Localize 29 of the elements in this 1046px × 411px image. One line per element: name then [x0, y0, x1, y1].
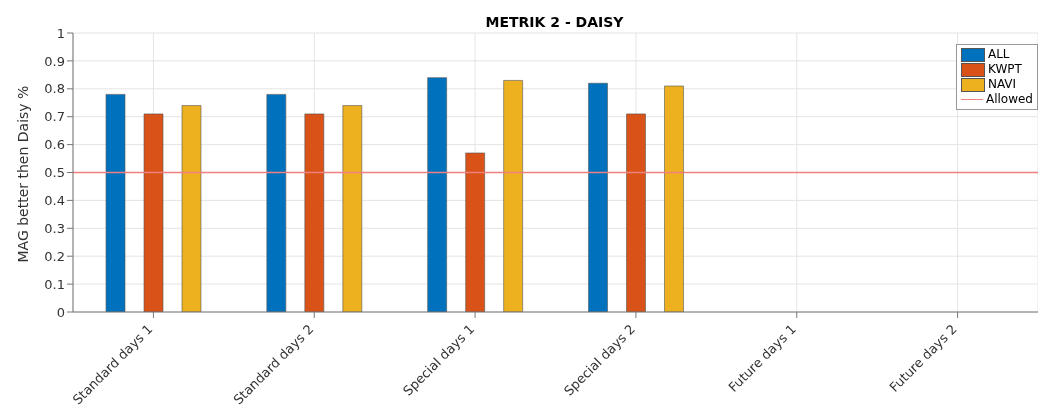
bar: [266, 94, 287, 312]
y-tick-label: 0.5: [44, 165, 65, 181]
legend-label: ALL: [987, 47, 1010, 62]
y-tick-label: 0.7: [44, 109, 65, 125]
legend-label: NAVI: [987, 77, 1017, 92]
chart-title: METRIK 2 - DAISY: [484, 14, 625, 30]
bar: [427, 77, 447, 312]
y-tick-label: 0.4: [44, 193, 65, 209]
legend-label: Allowed: [985, 92, 1033, 107]
bar: [143, 113, 164, 312]
bar: [181, 105, 202, 312]
y-tick-label: 0.3: [44, 220, 65, 236]
bar: [465, 152, 485, 312]
y-tick-label: 0.1: [44, 276, 65, 292]
bar: [664, 85, 684, 312]
y-tick-label: 0.2: [44, 248, 65, 264]
bar: [588, 82, 608, 312]
y-tick-label: 0.9: [44, 53, 65, 69]
legend-label: KWPT: [987, 62, 1022, 77]
y-axis-title: MAG better then Daisy %: [14, 85, 31, 263]
y-tick-label: 1: [56, 25, 65, 41]
y-tick-label: 0.6: [44, 137, 65, 153]
y-tick-label: 0: [56, 304, 65, 320]
bar: [105, 94, 126, 312]
y-tick-label: 0.8: [44, 81, 65, 97]
bar: [626, 113, 646, 312]
bar: [304, 113, 325, 312]
bar: [503, 80, 523, 312]
bar: [342, 105, 363, 312]
